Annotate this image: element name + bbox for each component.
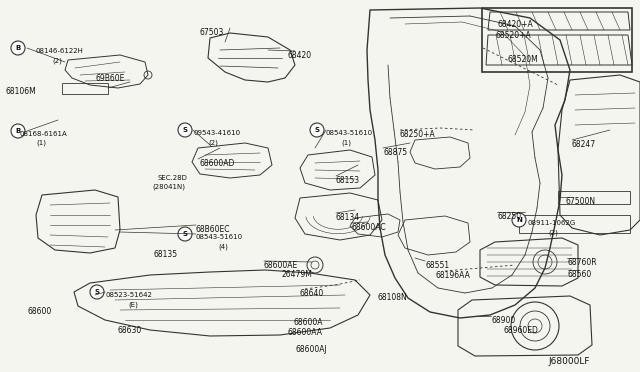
Text: 68875: 68875 [383,148,407,157]
Circle shape [512,213,526,227]
Text: 68520M: 68520M [507,55,538,64]
Text: 08911-1062G: 08911-1062G [527,220,575,226]
Text: 08543-51610: 08543-51610 [196,234,243,240]
Text: J68000LF: J68000LF [548,357,589,366]
Circle shape [178,123,192,137]
Text: 67503: 67503 [200,28,225,37]
Text: N: N [516,217,522,223]
Text: 09543-41610: 09543-41610 [193,130,240,136]
Text: 68600AC: 68600AC [351,223,386,232]
Text: 68600: 68600 [28,307,52,316]
Text: S: S [182,231,188,237]
Text: 68B60EC: 68B60EC [196,225,230,234]
Text: 68520+A: 68520+A [496,31,532,40]
Text: S: S [95,289,99,295]
Text: (4): (4) [218,243,228,250]
Text: 68106M: 68106M [5,87,36,96]
Text: 68247: 68247 [572,140,596,149]
Text: 68630: 68630 [118,326,142,335]
Text: (28041N): (28041N) [152,184,185,190]
Text: 68250: 68250 [497,212,521,221]
Text: 08523-51642: 08523-51642 [105,292,152,298]
Text: 68600AJ: 68600AJ [295,345,327,354]
Text: 68420+A: 68420+A [498,20,534,29]
Circle shape [11,124,25,138]
Text: 68135: 68135 [153,250,177,259]
Text: 68420: 68420 [287,51,311,60]
Text: (1): (1) [341,139,351,145]
Text: 26479M: 26479M [282,270,313,279]
Text: 68108N: 68108N [378,293,408,302]
Text: (2): (2) [548,229,558,235]
Bar [519,215,630,233]
Text: 68551: 68551 [425,261,449,270]
Circle shape [90,285,104,299]
Text: 68600AD: 68600AD [200,159,236,168]
Circle shape [11,41,25,55]
Text: 69B60E: 69B60E [95,74,124,83]
Text: (2): (2) [52,57,62,64]
Text: 68900: 68900 [491,316,515,325]
Bar [482,8,632,72]
Text: B: B [15,45,20,51]
Text: 67500N: 67500N [566,197,596,206]
Text: 08146-6122H: 08146-6122H [36,48,84,54]
Text: 68760R: 68760R [567,258,596,267]
Bar [62,83,108,94]
Text: 68600A: 68600A [293,318,323,327]
Text: SEC.28D: SEC.28D [158,175,188,181]
Circle shape [310,123,324,137]
Text: 68600AA: 68600AA [287,328,322,337]
Text: 68560: 68560 [568,270,592,279]
Text: (2): (2) [208,139,218,145]
Text: B: B [15,128,20,134]
Text: 08168-6161A: 08168-6161A [20,131,68,137]
Text: 68960ED: 68960ED [503,326,538,335]
Text: (1): (1) [36,140,46,147]
Text: 68250+A: 68250+A [400,130,436,139]
Bar [558,191,630,204]
Text: S: S [182,127,188,133]
Text: 68600AE: 68600AE [264,261,298,270]
Text: 68640: 68640 [300,289,324,298]
Text: (E): (E) [128,301,138,308]
Text: 08543-51610: 08543-51610 [326,130,373,136]
Text: S: S [314,127,319,133]
Circle shape [178,227,192,241]
Text: 68134: 68134 [336,213,360,222]
Text: 68153: 68153 [336,176,360,185]
Text: 68196AA: 68196AA [435,271,470,280]
